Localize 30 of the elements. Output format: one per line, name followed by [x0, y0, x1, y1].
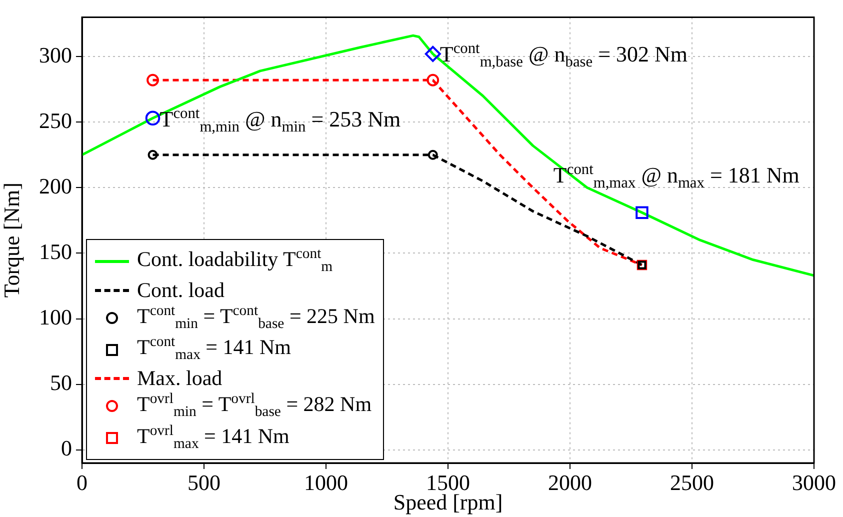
- x-tick-label: 500: [188, 470, 220, 495]
- legend-label: T$^{cont}$$_{min}$ = T$^{cont}$$_{base}$ = 225 Nm: [137, 302, 375, 332]
- y-axis-title: Torque [Nm]: [0, 182, 24, 298]
- legend-label: T$^{ovrl}$$_{min}$ = T$^{ovrl}$$_{base}$ = 282 Nm: [137, 390, 372, 421]
- y-tick-label: 50: [50, 370, 72, 396]
- y-tick-label: 250: [39, 108, 72, 133]
- annotation: T$^{cont}$$_{m,base}$ @ n$_{base}$ = 302 Nm: [440, 40, 688, 72]
- x-tick-label: 0: [76, 470, 88, 495]
- annotation: T$^{cont}$$_{m,min}$ @ n$_{min}$ = 253 Nm: [160, 104, 401, 136]
- legend-label: T$^{cont}$$_{max}$ = 141 Nm: [137, 334, 292, 364]
- legend-label: Cont. load: [137, 278, 224, 302]
- point: [428, 150, 438, 160]
- y-tick-label: 300: [39, 42, 72, 68]
- legend-label: T$^{ovrl}$$_{max}$ = 141 Nm: [137, 422, 290, 452]
- x-tick-label: 2000: [548, 470, 592, 495]
- x-tick-label: 1000: [304, 470, 348, 495]
- point: [426, 74, 440, 86]
- y-tick-label: 100: [39, 304, 72, 330]
- point: [146, 74, 159, 86]
- point: [636, 206, 648, 219]
- point: [148, 150, 158, 160]
- y-tick-label: 0: [61, 436, 72, 461]
- y-tick-label: 200: [39, 173, 72, 198]
- y-tick-label: 150: [39, 238, 72, 264]
- x-tick-label: 2500: [670, 470, 714, 495]
- point: [424, 46, 441, 62]
- annotation: T$^{cont}$$_{m,max}$ @ n$_{max}$ = 181 Nm: [553, 160, 800, 192]
- legend-label: Max. load: [137, 366, 222, 390]
- point: [145, 110, 160, 126]
- x-tick-label: 3000: [792, 470, 836, 495]
